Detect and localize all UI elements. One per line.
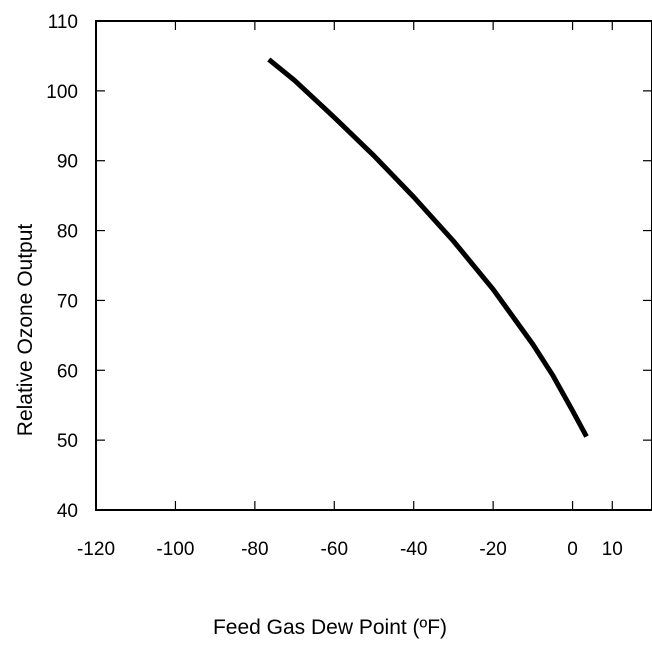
plot-area-frame: [95, 20, 652, 511]
y-tick-label: 70: [57, 291, 78, 312]
x-tick-label: -60: [321, 539, 348, 560]
x-tick-label: 0: [567, 539, 578, 560]
x-tick-label: -80: [241, 539, 268, 560]
x-axis-ticks: [174, 21, 613, 510]
x-axis-tick-labels: -120 -100 -80 -60 -40 -20 0 10: [77, 539, 623, 560]
y-tick-label: 40: [57, 501, 78, 522]
x-tick-label: -40: [400, 539, 427, 560]
y-tick-label: 80: [57, 222, 78, 243]
x-tick-label: -20: [479, 539, 506, 560]
y-axis-title: Relative Ozone Output: [14, 224, 37, 437]
y-tick-label: 50: [57, 431, 78, 452]
series-line: [267, 57, 589, 438]
y-tick-label: 110: [48, 12, 78, 33]
x-axis-title: Feed Gas Dew Point (ºF): [213, 616, 447, 639]
series-group: [267, 57, 589, 438]
y-tick-label: 60: [57, 361, 78, 382]
x-tick-label: -100: [156, 539, 194, 560]
y-tick-label: 90: [57, 152, 78, 173]
y-axis-tick-labels: 40 50 60 70 80 90 100 110: [46, 12, 78, 522]
y-tick-label: 100: [46, 82, 78, 103]
x-tick-label: -120: [77, 539, 115, 560]
x-tick-label: 10: [602, 539, 623, 560]
y-axis-ticks: [96, 90, 652, 441]
